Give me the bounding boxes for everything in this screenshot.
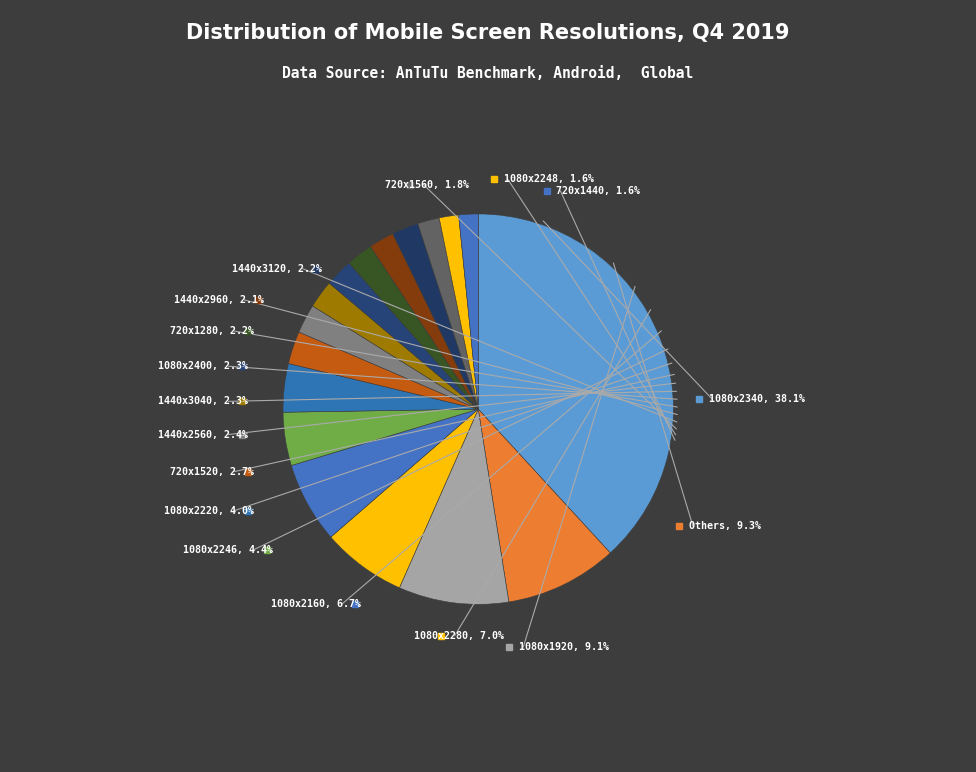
Wedge shape [292, 409, 478, 537]
Wedge shape [459, 214, 478, 409]
Wedge shape [370, 234, 478, 409]
Text: 1080x2340, 38.1%: 1080x2340, 38.1% [709, 394, 804, 405]
Wedge shape [478, 214, 673, 553]
Text: 1080x2280, 7.0%: 1080x2280, 7.0% [414, 631, 504, 641]
Text: 720x1520, 2.7%: 720x1520, 2.7% [170, 466, 254, 476]
Wedge shape [283, 409, 478, 466]
Wedge shape [312, 283, 478, 409]
Text: 720x1280, 2.2%: 720x1280, 2.2% [170, 326, 254, 336]
Text: 1080x1920, 9.1%: 1080x1920, 9.1% [519, 642, 609, 652]
Text: 1440x3040, 2.3%: 1440x3040, 2.3% [158, 396, 248, 406]
Text: 1080x2160, 6.7%: 1080x2160, 6.7% [271, 599, 361, 609]
Wedge shape [439, 215, 478, 409]
Wedge shape [331, 409, 478, 587]
Text: 1440x3120, 2.2%: 1440x3120, 2.2% [232, 263, 322, 273]
Wedge shape [478, 409, 610, 602]
Wedge shape [418, 218, 478, 409]
Text: 720x1440, 1.6%: 720x1440, 1.6% [556, 185, 640, 195]
Wedge shape [349, 246, 478, 409]
Text: Distribution of Mobile Screen Resolutions, Q4 2019: Distribution of Mobile Screen Resolution… [186, 23, 790, 43]
Text: 1080x2248, 1.6%: 1080x2248, 1.6% [504, 174, 593, 184]
Wedge shape [392, 224, 478, 409]
Text: 1440x2960, 2.1%: 1440x2960, 2.1% [174, 295, 264, 305]
Wedge shape [283, 364, 478, 412]
Text: 1080x2400, 2.3%: 1080x2400, 2.3% [158, 361, 248, 371]
Text: Data Source: AnTuTu Benchmark, Android,  Global: Data Source: AnTuTu Benchmark, Android, … [282, 66, 694, 80]
Wedge shape [289, 332, 478, 409]
Wedge shape [329, 263, 478, 409]
Wedge shape [399, 409, 508, 604]
Wedge shape [299, 306, 478, 409]
Text: 1080x2246, 4.4%: 1080x2246, 4.4% [183, 545, 273, 555]
Text: 1440x2560, 2.4%: 1440x2560, 2.4% [158, 429, 248, 439]
Text: Others, 9.3%: Others, 9.3% [689, 521, 761, 531]
Text: 1080x2220, 4.0%: 1080x2220, 4.0% [164, 506, 254, 516]
Text: 720x1560, 1.8%: 720x1560, 1.8% [386, 180, 469, 190]
